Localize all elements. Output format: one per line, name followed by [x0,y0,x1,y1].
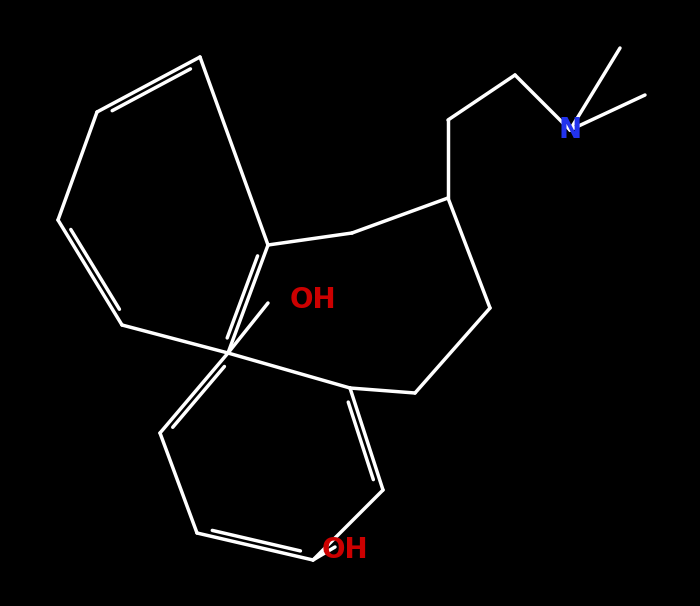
Text: OH: OH [322,536,368,564]
Text: N: N [559,116,582,144]
Text: OH: OH [290,286,337,314]
